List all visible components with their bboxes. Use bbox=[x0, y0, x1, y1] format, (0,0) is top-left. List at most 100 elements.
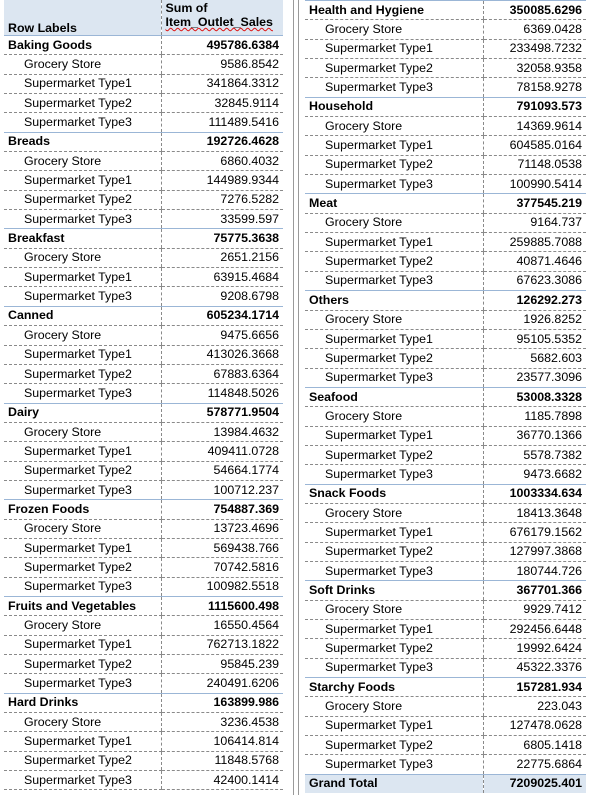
outlet-sales-value[interactable]: 19992.6424 bbox=[482, 638, 586, 659]
outlet-sales-value[interactable]: 3236.4538 bbox=[160, 712, 283, 733]
category-row[interactable]: Household 791093.573 bbox=[305, 96, 586, 118]
outlet-type-label[interactable]: Supermarket Type2 bbox=[4, 190, 161, 211]
outlet-sales-value[interactable]: 13723.4696 bbox=[160, 519, 283, 539]
outlet-sales-value[interactable]: 67883.6364 bbox=[160, 364, 283, 385]
outlet-sales-value[interactable]: 9164.737 bbox=[482, 213, 586, 234]
outlet-type-label[interactable]: Supermarket Type2 bbox=[305, 155, 483, 176]
outlet-type-label[interactable]: Supermarket Type3 bbox=[305, 754, 483, 775]
category-total[interactable]: 495786.6384 bbox=[160, 34, 283, 56]
category-row[interactable]: Soft Drinks 367701.366 bbox=[305, 580, 586, 601]
category-label[interactable]: Breads bbox=[4, 131, 161, 153]
outlet-type-label[interactable]: Supermarket Type3 bbox=[4, 209, 161, 230]
outlet-sales-value[interactable]: 32845.9114 bbox=[160, 93, 283, 114]
outlet-type-label[interactable]: Supermarket Type1 bbox=[4, 74, 161, 95]
category-total[interactable]: 754887.369 bbox=[160, 499, 283, 520]
outlet-type-label[interactable]: Supermarket Type2 bbox=[305, 638, 483, 659]
outlet-row[interactable]: Supermarket Type2 11848.5768 bbox=[4, 751, 283, 772]
outlet-type-label[interactable]: Grocery Store bbox=[4, 54, 161, 75]
outlet-type-label[interactable]: Supermarket Type2 bbox=[4, 364, 161, 385]
row-labels-header[interactable]: Row Labels bbox=[4, 0, 161, 36]
outlet-sales-value[interactable]: 14369.9614 bbox=[482, 116, 586, 137]
outlet-row[interactable]: Supermarket Type2 67883.6364 bbox=[4, 364, 283, 385]
outlet-type-label[interactable]: Supermarket Type1 bbox=[305, 135, 483, 156]
category-label[interactable]: Household bbox=[305, 96, 483, 118]
category-total[interactable]: 367701.366 bbox=[482, 580, 586, 601]
outlet-type-label[interactable]: Supermarket Type3 bbox=[305, 174, 483, 195]
category-label[interactable]: Starchy Foods bbox=[305, 677, 483, 698]
outlet-type-label[interactable]: Supermarket Type2 bbox=[305, 58, 483, 79]
outlet-sales-value[interactable]: 6805.1418 bbox=[482, 735, 586, 756]
outlet-row[interactable]: Supermarket Type3 240491.6206 bbox=[4, 673, 283, 694]
outlet-sales-value[interactable]: 70742.5816 bbox=[160, 557, 283, 578]
outlet-row[interactable]: Supermarket Type3 100982.5518 bbox=[4, 577, 283, 597]
category-row[interactable]: Breakfast 75775.3638 bbox=[4, 228, 283, 249]
outlet-sales-value[interactable]: 127478.0628 bbox=[482, 716, 586, 737]
outlet-sales-value[interactable]: 676179.1562 bbox=[482, 522, 586, 543]
outlet-type-label[interactable]: Supermarket Type2 bbox=[4, 93, 161, 114]
outlet-row[interactable]: Supermarket Type1 292456.6448 bbox=[305, 619, 586, 640]
outlet-sales-value[interactable]: 71148.0538 bbox=[482, 155, 586, 176]
category-row[interactable]: Dairy 578771.9504 bbox=[4, 402, 283, 423]
outlet-row[interactable]: Supermarket Type1 127478.0628 bbox=[305, 716, 586, 737]
category-row[interactable]: Snack Foods 1003334.634 bbox=[305, 483, 586, 504]
outlet-row[interactable]: Supermarket Type1 259885.7088 bbox=[305, 232, 586, 253]
category-total[interactable]: 791093.573 bbox=[482, 96, 586, 118]
outlet-row[interactable]: Grocery Store 9586.8542 bbox=[4, 54, 283, 75]
outlet-sales-value[interactable]: 54664.1774 bbox=[160, 461, 283, 481]
outlet-type-label[interactable]: Supermarket Type1 bbox=[305, 619, 483, 640]
outlet-sales-value[interactable]: 604585.0164 bbox=[482, 135, 586, 156]
outlet-sales-value[interactable]: 18413.3648 bbox=[482, 503, 586, 524]
outlet-type-label[interactable]: Supermarket Type1 bbox=[305, 426, 483, 446]
outlet-type-label[interactable]: Supermarket Type3 bbox=[4, 383, 161, 404]
category-total[interactable]: 163899.986 bbox=[160, 692, 283, 714]
category-total[interactable]: 605234.1714 bbox=[160, 305, 283, 327]
outlet-type-label[interactable]: Grocery Store bbox=[4, 615, 161, 636]
outlet-sales-value[interactable]: 78158.9278 bbox=[482, 77, 586, 98]
outlet-type-label[interactable]: Supermarket Type1 bbox=[4, 538, 161, 559]
outlet-type-label[interactable]: Supermarket Type3 bbox=[4, 577, 161, 597]
category-label[interactable]: Soft Drinks bbox=[305, 580, 483, 601]
outlet-sales-value[interactable]: 45322.3376 bbox=[482, 658, 586, 679]
outlet-sales-value[interactable]: 63915.4684 bbox=[160, 267, 283, 288]
category-row[interactable]: Breads 192726.4628 bbox=[4, 131, 283, 153]
outlet-sales-value[interactable]: 9586.8542 bbox=[160, 54, 283, 75]
outlet-type-label[interactable]: Supermarket Type3 bbox=[305, 271, 483, 292]
outlet-sales-value[interactable]: 23577.3096 bbox=[482, 368, 586, 388]
outlet-row[interactable]: Supermarket Type3 22775.6864 bbox=[305, 754, 586, 775]
outlet-sales-value[interactable]: 36770.1366 bbox=[482, 426, 586, 446]
outlet-sales-value[interactable]: 9475.6656 bbox=[160, 325, 283, 346]
outlet-row[interactable]: Supermarket Type2 32058.9358 bbox=[305, 58, 586, 79]
outlet-sales-value[interactable]: 100712.237 bbox=[160, 480, 283, 501]
outlet-row[interactable]: Grocery Store 3236.4538 bbox=[4, 712, 283, 733]
outlet-row[interactable]: Supermarket Type3 111489.5416 bbox=[4, 112, 283, 133]
category-label[interactable]: Health and Hygiene bbox=[305, 0, 483, 21]
outlet-sales-value[interactable]: 9208.6798 bbox=[160, 286, 283, 307]
outlet-sales-value[interactable]: 341864.3312 bbox=[160, 74, 283, 95]
outlet-type-label[interactable]: Supermarket Type3 bbox=[305, 368, 483, 388]
outlet-row[interactable]: Supermarket Type3 100990.5414 bbox=[305, 174, 586, 195]
outlet-sales-value[interactable]: 1926.8252 bbox=[482, 310, 586, 330]
outlet-row[interactable]: Supermarket Type1 409411.0728 bbox=[4, 441, 283, 462]
outlet-type-label[interactable]: Grocery Store bbox=[305, 406, 483, 427]
category-row[interactable]: Baking Goods 495786.6384 bbox=[4, 34, 283, 56]
category-row[interactable]: Hard Drinks 163899.986 bbox=[4, 692, 283, 714]
outlet-row[interactable]: Grocery Store 18413.3648 bbox=[305, 503, 586, 524]
category-label[interactable]: Baking Goods bbox=[4, 34, 161, 56]
outlet-row[interactable]: Supermarket Type3 23577.3096 bbox=[305, 368, 586, 388]
outlet-sales-value[interactable]: 9929.7412 bbox=[482, 600, 586, 621]
outlet-row[interactable]: Supermarket Type2 54664.1774 bbox=[4, 461, 283, 481]
outlet-row[interactable]: Supermarket Type2 7276.5282 bbox=[4, 190, 283, 211]
outlet-sales-value[interactable]: 7276.5282 bbox=[160, 190, 283, 211]
outlet-sales-value[interactable]: 13984.4632 bbox=[160, 422, 283, 443]
outlet-type-label[interactable]: Supermarket Type3 bbox=[305, 561, 483, 582]
outlet-sales-value[interactable]: 180744.726 bbox=[482, 561, 586, 582]
outlet-type-label[interactable]: Grocery Store bbox=[305, 503, 483, 524]
category-row[interactable]: Fruits and Vegetables 1115600.498 bbox=[4, 595, 283, 617]
outlet-row[interactable]: Grocery Store 6369.0428 bbox=[305, 19, 586, 40]
category-total[interactable]: 75775.3638 bbox=[160, 228, 283, 249]
outlet-row[interactable]: Grocery Store 9475.6656 bbox=[4, 325, 283, 346]
outlet-type-label[interactable]: Supermarket Type3 bbox=[4, 112, 161, 133]
category-label[interactable]: Canned bbox=[4, 305, 161, 327]
category-row[interactable]: Health and Hygiene 350085.6296 bbox=[305, 0, 586, 21]
outlet-sales-value[interactable]: 16550.4564 bbox=[160, 615, 283, 636]
